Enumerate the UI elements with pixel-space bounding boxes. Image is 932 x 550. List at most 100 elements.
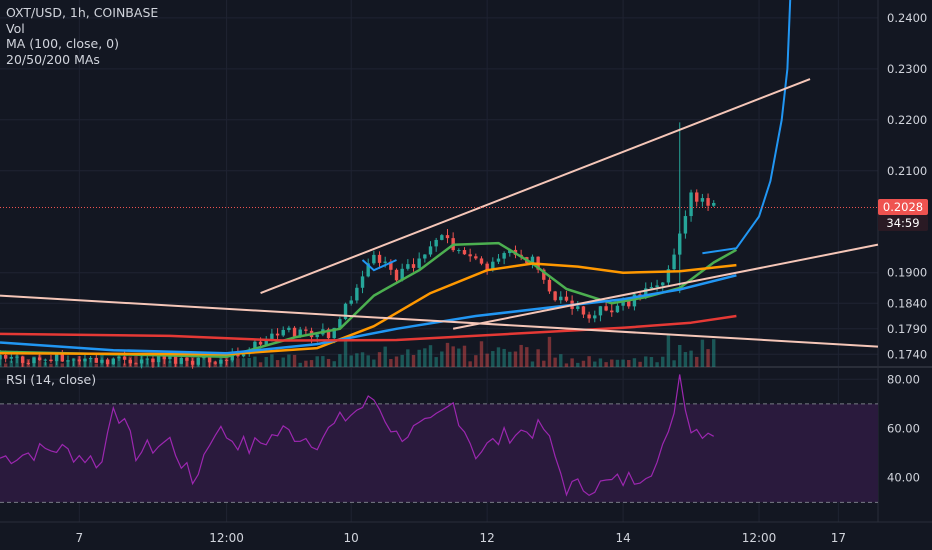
candle-body xyxy=(434,239,438,247)
candle-body xyxy=(423,254,427,259)
candle-body xyxy=(360,276,365,288)
candle-body xyxy=(326,329,331,339)
candle-body xyxy=(615,305,620,313)
volume-bar xyxy=(270,354,274,367)
volume-bar xyxy=(610,359,614,367)
candle-body xyxy=(508,249,512,254)
symbol-title[interactable]: OXT/USD, 1h, COINBASE xyxy=(6,5,159,20)
volume-bar xyxy=(389,358,393,367)
ma-line xyxy=(0,314,737,342)
rsi-band-fill xyxy=(0,403,878,503)
candle-body xyxy=(689,192,693,217)
candle-body xyxy=(377,254,382,263)
volume-bar xyxy=(530,361,535,367)
volume-bar xyxy=(394,356,399,367)
candle-body xyxy=(32,357,36,364)
projection-curve xyxy=(702,0,792,255)
candle-body xyxy=(54,353,59,362)
volume-bar xyxy=(700,339,705,367)
candle-body xyxy=(474,256,478,259)
trendlines[interactable] xyxy=(0,78,879,348)
candle-body xyxy=(502,253,506,259)
volume-bar xyxy=(564,363,569,367)
candle-body xyxy=(270,333,274,342)
volume-bar xyxy=(383,346,387,367)
candle-body xyxy=(281,329,285,336)
volume-bar xyxy=(683,352,688,367)
time-tick-label: 10 xyxy=(344,531,359,545)
volume-bar xyxy=(349,355,353,367)
volume-bar xyxy=(661,356,665,367)
volume-bar xyxy=(338,354,342,367)
volume-bar xyxy=(513,351,518,367)
volume-bar xyxy=(264,357,268,367)
candle-body xyxy=(457,250,461,252)
candle-body xyxy=(332,327,336,339)
bar-countdown-tag: 34:59 xyxy=(878,215,928,232)
price-tick-label: 0.2100 xyxy=(887,164,927,178)
price-tick-label: 0.1900 xyxy=(887,266,927,280)
candle-body xyxy=(655,285,659,288)
candle-body xyxy=(406,264,410,269)
volume-bar xyxy=(406,349,410,367)
volume-bar xyxy=(417,349,421,367)
candle-body xyxy=(264,341,268,345)
rsi-tick-label: 40.00 xyxy=(887,471,920,485)
axes: 0.2400 0.2300 0.2200 0.2100 0.1900 0.1840 0.17… xyxy=(75,11,927,545)
candle-body xyxy=(581,306,586,315)
candle-body xyxy=(173,356,178,364)
candle-body xyxy=(355,287,359,301)
volume-bar xyxy=(621,359,625,367)
candle-body xyxy=(383,261,387,263)
rsi-legend[interactable]: RSI (14, close) xyxy=(6,372,97,387)
volume-bar xyxy=(360,352,365,367)
ma-label[interactable]: MA (100, close, 0) xyxy=(6,36,119,51)
candle-body xyxy=(462,250,467,255)
volume-bar xyxy=(343,341,348,367)
time-tick-label: 12:00 xyxy=(742,531,777,545)
candle-body xyxy=(202,357,206,359)
candle-body xyxy=(593,315,597,319)
volume-bar xyxy=(241,358,246,367)
volume-bar xyxy=(542,360,546,367)
candle-body xyxy=(598,306,603,316)
candle-body xyxy=(196,358,200,365)
trendline[interactable] xyxy=(452,243,879,330)
rsi-line xyxy=(0,374,714,497)
candle-body xyxy=(117,356,121,359)
candle-body xyxy=(343,303,348,320)
volume-label[interactable]: Vol xyxy=(6,20,25,36)
trendline[interactable] xyxy=(260,78,811,295)
candle-body xyxy=(258,341,263,345)
candle-body xyxy=(649,287,654,289)
rsi-tick-label: 80.00 xyxy=(887,372,920,386)
candle-body xyxy=(100,359,104,363)
candle-body xyxy=(111,358,115,365)
volume-bar xyxy=(258,362,263,367)
candle-body xyxy=(712,203,716,206)
volume-bar xyxy=(462,345,467,367)
candle-body xyxy=(621,300,625,306)
price-tick-label: 0.1740 xyxy=(887,347,927,361)
candle-body xyxy=(88,357,93,359)
candle-body xyxy=(168,356,172,360)
price-tick-label: 0.2200 xyxy=(887,113,927,127)
candle-body xyxy=(9,357,14,359)
mas-label[interactable]: 20/50/200 MAs xyxy=(6,51,100,67)
candle-body xyxy=(366,263,370,277)
candle-body xyxy=(315,334,319,338)
last-price-tag: 0.2028 xyxy=(878,199,928,216)
candle-body xyxy=(224,359,229,361)
volume-bar xyxy=(49,363,53,367)
trendline[interactable] xyxy=(0,294,879,348)
candle-body xyxy=(287,327,291,330)
volume-bar xyxy=(474,355,478,367)
volume-bar xyxy=(655,362,659,367)
volume-bar xyxy=(281,357,285,367)
price-tick-label: 0.2400 xyxy=(887,11,927,25)
volume-bar xyxy=(666,333,671,367)
candle-body xyxy=(304,329,308,331)
price-tick-label: 0.1790 xyxy=(887,322,927,336)
candle-body xyxy=(26,362,31,364)
